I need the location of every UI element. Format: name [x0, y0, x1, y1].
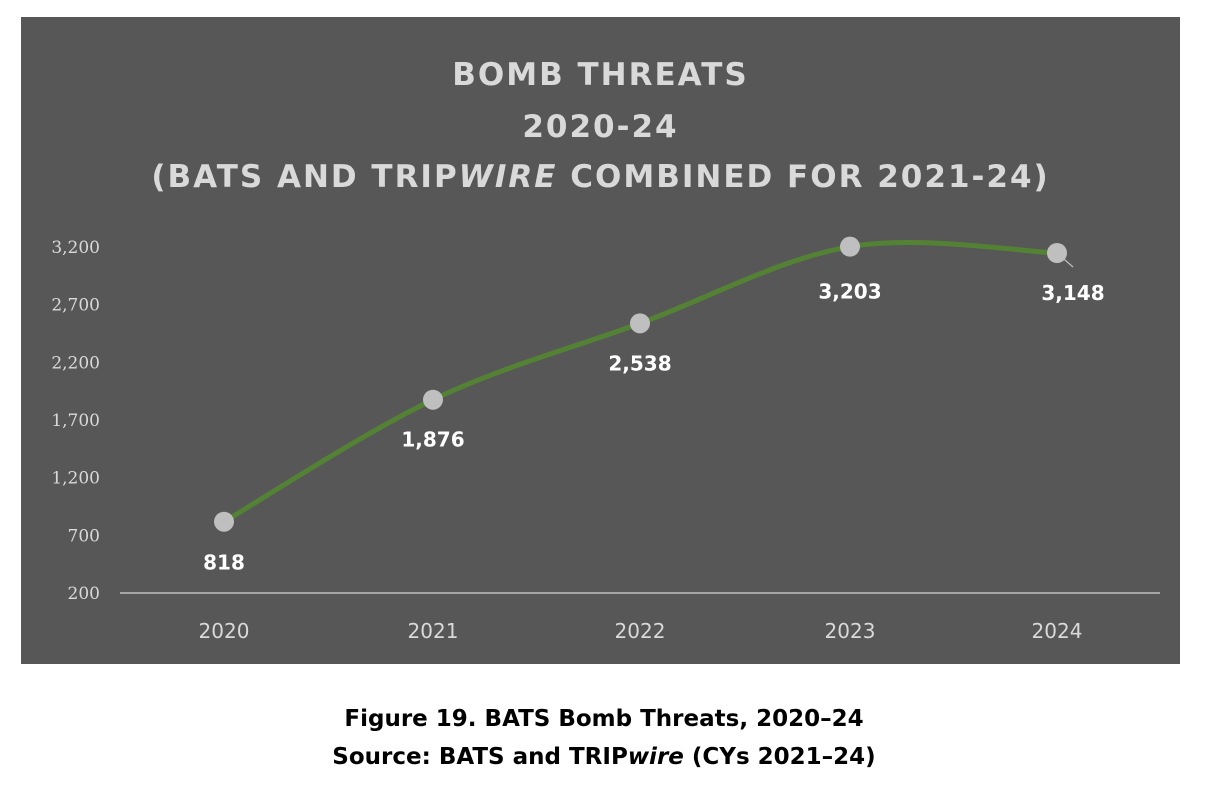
y-tick-label: 2,700 — [51, 296, 100, 316]
y-tick-label: 1,200 — [51, 469, 100, 489]
caption-title: Figure 19. BATS Bomb Threats, 2020–24 — [344, 706, 864, 732]
chart-panel: BOMB THREATS 2020-24 (BATS AND TRIPWIRE … — [21, 17, 1180, 664]
line-chart: 200 700 1,200 1,700 2,200 2,700 3,200 2020 2021 2… — [51, 236, 1160, 643]
y-tick-label: 3,200 — [51, 238, 100, 258]
chart-title-line-2: 2020-24 — [522, 109, 679, 145]
data-label: 2,538 — [608, 351, 671, 375]
data-point-marker — [840, 236, 860, 257]
x-tick-label: 2024 — [1032, 619, 1083, 643]
x-tick-label: 2020 — [199, 619, 250, 643]
x-tick-label: 2022 — [615, 619, 666, 643]
y-tick-label: 1,700 — [51, 411, 100, 431]
data-point-marker — [423, 389, 443, 410]
figure-caption: Figure 19. BATS Bomb Threats, 2020–24 So… — [0, 700, 1208, 776]
y-tick-label: 200 — [68, 584, 100, 604]
data-point-marker — [214, 511, 234, 532]
data-label: 818 — [203, 551, 245, 575]
x-tick-label: 2021 — [408, 619, 459, 643]
data-label: 3,203 — [818, 280, 881, 304]
caption-source: Source: BATS and TRIPwire (CYs 2021–24) — [332, 744, 876, 770]
series-line — [221, 240, 1060, 525]
y-tick-label: 2,200 — [51, 353, 100, 373]
data-label: 3,148 — [1041, 281, 1104, 305]
chart-title-line-1: BOMB THREATS — [452, 57, 749, 93]
data-point-marker — [1047, 242, 1067, 263]
y-tick-label: 700 — [68, 526, 100, 546]
chart-title-line-3: (BATS AND TRIPWIRE COMBINED FOR 2021-24) — [151, 159, 1050, 195]
data-point-marker — [630, 313, 650, 334]
x-tick-label: 2023 — [825, 619, 876, 643]
data-label: 1,876 — [401, 428, 464, 452]
